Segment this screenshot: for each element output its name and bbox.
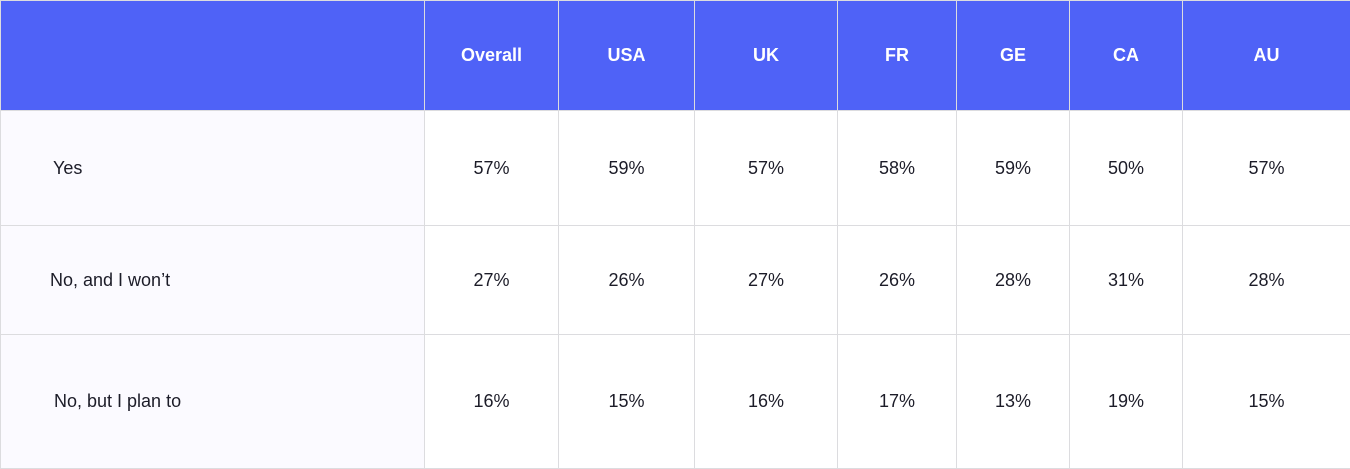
header-cell-empty	[1, 1, 425, 111]
table-row-no-and-i-wont: No, and I won’t 27% 26% 27% 26% 28% 31% …	[1, 226, 1350, 335]
table-cell: 57%	[425, 111, 559, 226]
header-cell-fr: FR	[838, 1, 957, 111]
header-row: Overall USA UK FR GE CA AU	[1, 1, 1350, 111]
table-cell: 16%	[695, 335, 838, 469]
header-cell-ca: CA	[1070, 1, 1183, 111]
table-cell: 13%	[957, 335, 1070, 469]
row-label: No, and I won’t	[1, 226, 425, 335]
table-cell: 28%	[1183, 226, 1350, 335]
header-cell-au: AU	[1183, 1, 1350, 111]
table-cell: 59%	[559, 111, 695, 226]
table-cell: 19%	[1070, 335, 1183, 469]
table-cell: 27%	[425, 226, 559, 335]
header-cell-overall: Overall	[425, 1, 559, 111]
table-cell: 15%	[559, 335, 695, 469]
table-cell: 15%	[1183, 335, 1350, 469]
table-cell: 59%	[957, 111, 1070, 226]
table-row-yes: Yes 57% 59% 57% 58% 59% 50% 57%	[1, 111, 1350, 226]
row-label: No, but I plan to	[1, 335, 425, 469]
header-cell-usa: USA	[559, 1, 695, 111]
table-cell: 26%	[559, 226, 695, 335]
table-cell: 16%	[425, 335, 559, 469]
table-cell: 31%	[1070, 226, 1183, 335]
table-cell: 27%	[695, 226, 838, 335]
table-cell: 50%	[1070, 111, 1183, 226]
table-cell: 57%	[695, 111, 838, 226]
table-cell: 26%	[838, 226, 957, 335]
table-row-no-but-i-plan-to: No, but I plan to 16% 15% 16% 17% 13% 19…	[1, 335, 1350, 469]
header-cell-uk: UK	[695, 1, 838, 111]
table-body: Yes 57% 59% 57% 58% 59% 50% 57% No, and …	[1, 111, 1350, 469]
row-label: Yes	[1, 111, 425, 226]
table-header: Overall USA UK FR GE CA AU	[1, 1, 1350, 111]
table-cell: 57%	[1183, 111, 1350, 226]
header-cell-ge: GE	[957, 1, 1070, 111]
table-cell: 58%	[838, 111, 957, 226]
table-cell: 28%	[957, 226, 1070, 335]
table-cell: 17%	[838, 335, 957, 469]
